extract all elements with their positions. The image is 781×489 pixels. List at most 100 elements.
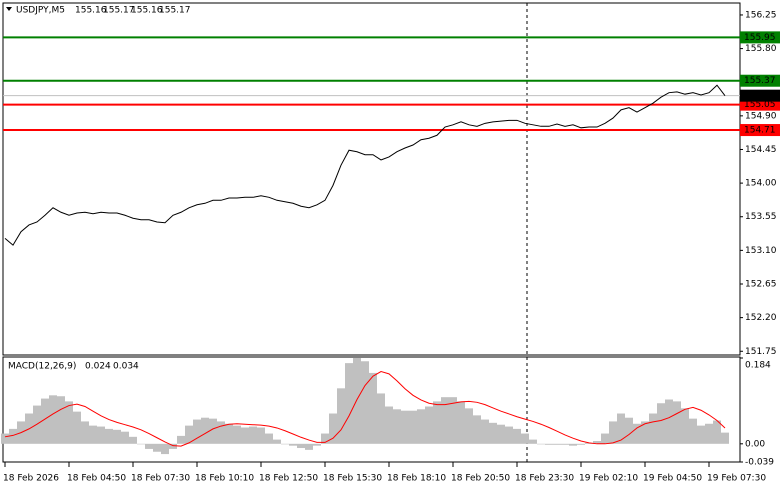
histogram-bar: [569, 443, 577, 446]
histogram-bar: [81, 421, 89, 444]
histogram-bar: [465, 408, 473, 444]
x-tick-label: 18 Feb 20:50: [451, 474, 510, 484]
menu-arrow: [6, 7, 12, 11]
x-tick-label: 18 Feb 23:30: [515, 474, 574, 484]
y-tick-label: 151.75: [745, 347, 777, 357]
histogram-bar: [369, 372, 377, 444]
histogram-bar: [625, 417, 633, 444]
y-tick-label: 154.00: [745, 179, 777, 189]
histogram-bar: [401, 410, 409, 444]
histogram-bar: [409, 410, 417, 444]
histogram-bar: [137, 443, 145, 445]
histogram-bar: [313, 443, 321, 446]
histogram-bar: [321, 433, 329, 444]
histogram-bar: [521, 433, 529, 444]
histogram-bar: [673, 401, 681, 444]
histogram-bar: [177, 435, 185, 444]
x-tick-label: 18 Feb 2026: [3, 474, 59, 484]
histogram-bar: [121, 431, 129, 444]
histogram-bar: [361, 361, 369, 444]
histogram-bar: [577, 443, 585, 445]
y-tick-label: 152.65: [745, 280, 777, 290]
histogram-bar: [513, 428, 521, 444]
histogram-bar: [385, 406, 393, 444]
x-tick-label: 18 Feb 12:50: [259, 474, 318, 484]
histogram-bar: [641, 421, 649, 444]
histogram-bar: [185, 425, 193, 444]
histogram-bar: [593, 441, 601, 444]
histogram-bar: [681, 408, 689, 444]
histogram-bar: [665, 399, 673, 444]
level-label: 155.05: [744, 100, 776, 110]
histogram-bar: [433, 401, 441, 444]
y-tick-label: 156.25: [745, 10, 777, 20]
level-tag: [740, 74, 780, 87]
histogram-bar: [265, 433, 273, 444]
histogram-bar: [529, 439, 537, 444]
y-tick-label: 153.55: [745, 212, 777, 222]
histogram-bar: [9, 428, 17, 444]
ohlc-value: 155.16: [131, 6, 163, 16]
histogram-bar: [233, 425, 241, 444]
histogram-bar: [617, 413, 625, 444]
histogram-bar: [49, 395, 57, 444]
histogram-bar: [449, 397, 457, 444]
histogram-bar: [193, 419, 201, 444]
histogram-bar: [481, 419, 489, 444]
ohlc-value: 155.16: [75, 6, 107, 16]
histogram-bar: [241, 427, 249, 444]
histogram-bar: [553, 443, 561, 445]
histogram-bar: [657, 403, 665, 444]
x-tick-label: 19 Feb 04:50: [643, 474, 702, 484]
level-label: 155.95: [744, 33, 776, 43]
current-price-tag: [740, 89, 780, 102]
y-tick-label: 155.80: [745, 44, 777, 54]
histogram-bar: [305, 443, 313, 450]
level-tag: [740, 31, 780, 44]
histogram-bar: [65, 401, 73, 444]
histogram-bar: [289, 443, 297, 446]
y-tick-label: 154.90: [745, 111, 777, 121]
price-frame: [2, 2, 741, 356]
histogram-bar: [345, 363, 353, 444]
histogram-bar: [561, 443, 569, 445]
histogram-bar: [209, 418, 217, 444]
histogram-bar: [113, 429, 121, 444]
ohlc-value: 155.17: [103, 6, 135, 16]
histogram-bar: [129, 436, 137, 444]
x-tick-label: 18 Feb 15:30: [323, 474, 382, 484]
histogram-bar: [105, 428, 113, 444]
histogram-bar: [41, 398, 49, 444]
signal-line: [4, 370, 726, 447]
histogram-bar: [537, 443, 545, 445]
histogram-bar: [145, 443, 153, 449]
histogram-bar: [225, 423, 233, 444]
histogram-bar: [457, 401, 465, 444]
histogram-bar: [705, 423, 713, 444]
histogram-bar: [161, 443, 169, 455]
x-tick-label: 18 Feb 07:30: [131, 474, 190, 484]
x-tick-label: 19 Feb 02:10: [579, 474, 638, 484]
level-label: 154.71: [744, 126, 776, 136]
histogram-bar: [73, 411, 81, 444]
indicator-value: 0.024: [85, 362, 111, 372]
current-price-label: 155.17: [744, 91, 776, 101]
x-tick-label: 18 Feb 04:50: [67, 474, 126, 484]
histogram-bar: [473, 415, 481, 444]
histogram-bar: [489, 422, 497, 444]
histogram-bar: [601, 433, 609, 444]
histogram-bar: [697, 425, 705, 444]
y-tick-label: 154.45: [745, 145, 777, 155]
histogram-bar: [545, 443, 553, 445]
histogram-bar: [329, 413, 337, 444]
x-tick-label: 19 Feb 07:30: [707, 474, 766, 484]
histogram-bar: [505, 426, 513, 444]
histogram-bar: [649, 413, 657, 444]
histogram-bar: [257, 427, 265, 444]
histogram-bar: [57, 396, 65, 444]
indicator-title: MACD(12,26,9): [8, 362, 76, 372]
histogram-bar: [377, 393, 385, 444]
level-label: 155.37: [744, 76, 776, 86]
histogram-bar: [169, 443, 177, 449]
